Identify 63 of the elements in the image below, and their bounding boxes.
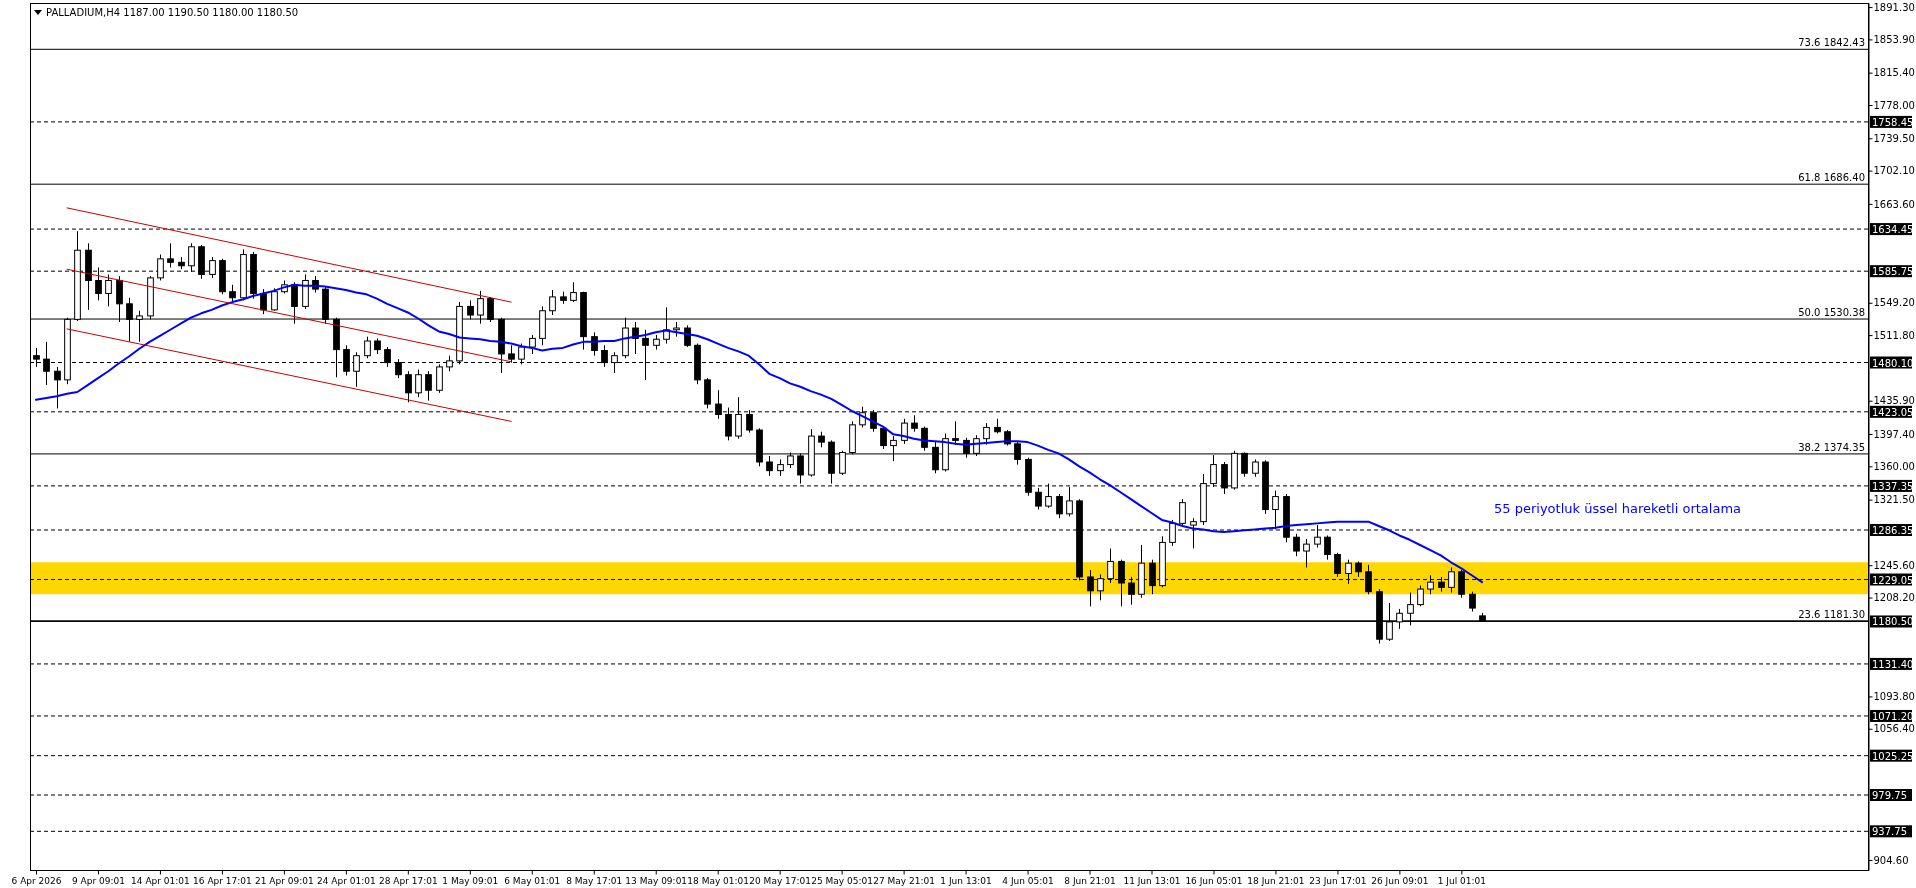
y-tick-label: 1853.90 — [1873, 34, 1915, 46]
ref-line-label: 1131.40 — [1872, 658, 1914, 670]
annotation: 23.6 1181.30 — [1798, 608, 1865, 620]
y-tick-label: 1245.60 — [1873, 559, 1915, 571]
y-tick-label: 1891.30 — [1873, 1, 1915, 13]
x-tick-label: 6 May 01:01 — [504, 875, 561, 886]
x-tick-label: 28 Apr 17:01 — [378, 875, 438, 886]
y-tick-label: 1739.50 — [1873, 132, 1915, 144]
y-tick-label: 1208.20 — [1873, 592, 1915, 604]
x-tick-label: 21 Apr 09:01 — [255, 875, 314, 886]
y-tick-label: 1397.40 — [1873, 428, 1915, 440]
x-tick-label: 23 Jun 17:01 — [1309, 875, 1367, 886]
x-tick-label: 4 Jun 05:01 — [1002, 875, 1054, 886]
annotation: 38.2 1374.35 — [1798, 441, 1865, 453]
ref-line-label: 1758.45 — [1872, 116, 1914, 128]
annotation: 50.0 1530.38 — [1798, 307, 1865, 319]
ref-line-label: 1071.20 — [1872, 710, 1914, 722]
ref-line-label: 1229.05 — [1872, 574, 1914, 586]
y-tick-label: 1321.50 — [1873, 494, 1915, 506]
x-tick-label: 27 May 21:01 — [873, 875, 935, 886]
ref-line-label: 1634.45 — [1872, 224, 1914, 236]
ref-line-label: 1286.35 — [1872, 524, 1914, 536]
x-tick-label: 26 Jun 09:01 — [1371, 875, 1429, 886]
x-tick-label: 1 Jun 13:01 — [940, 875, 992, 886]
x-tick-label: 16 Apr 17:01 — [193, 875, 252, 886]
x-tick-label: 25 May 05:01 — [811, 875, 873, 886]
x-tick-label: 13 May 09:01 — [625, 875, 688, 886]
ref-line-label: 937.75 — [1872, 826, 1907, 838]
x-tick-label: 20 May 17:01 — [749, 875, 812, 886]
chart-title: PALLADIUM,H4 1187.00 1190.50 1180.00 1180.50 — [46, 7, 299, 18]
ref-line-label: 1180.50 — [1872, 616, 1914, 628]
x-tick-label: 18 Jun 21:01 — [1247, 875, 1305, 886]
y-tick-label: 1663.60 — [1873, 198, 1915, 210]
annotation: 61.8 1686.40 — [1798, 172, 1865, 184]
ref-line-label: 1480.10 — [1872, 357, 1914, 369]
x-tick-label: 11 Jun 13:01 — [1123, 875, 1181, 886]
y-tick-label: 1549.20 — [1873, 297, 1915, 309]
ref-line-label: 1423.05 — [1872, 406, 1914, 418]
ref-line-label: 979.75 — [1872, 790, 1907, 802]
y-tick-label: 1056.40 — [1873, 723, 1915, 735]
ref-line-label: 1585.75 — [1872, 266, 1914, 278]
x-tick-label: 14 Apr 01:01 — [131, 875, 190, 886]
x-tick-label: 18 May 01:01 — [687, 875, 750, 886]
x-tick-label: 9 Apr 09:01 — [71, 875, 125, 886]
y-tick-label: 1815.40 — [1873, 67, 1915, 79]
x-tick-label: 16 Jun 05:01 — [1185, 875, 1243, 886]
y-tick-label: 904.60 — [1873, 854, 1909, 866]
x-tick-label: 1 Jul 01:01 — [1437, 875, 1486, 886]
y-tick-label: 1360.00 — [1873, 461, 1915, 473]
y-tick-label: 1702.10 — [1873, 165, 1915, 177]
text: 55 periyotluk üssel hareketli ortalama — [1494, 501, 1742, 517]
x-tick-label: 8 Jun 21:01 — [1064, 875, 1116, 886]
x-tick-label: 8 May 17:01 — [566, 875, 623, 886]
y-tick-label: 1435.90 — [1873, 395, 1915, 407]
y-tick-label: 1511.80 — [1873, 329, 1915, 341]
x-tick-label: 6 Apr 2026 — [11, 875, 62, 886]
x-tick-label: 24 Apr 01:01 — [317, 875, 376, 886]
annotation: 73.6 1842.43 — [1798, 37, 1865, 49]
ref-line-label: 1337.35 — [1872, 480, 1914, 492]
x-tick-label: 1 May 09:01 — [442, 875, 499, 886]
y-tick-label: 1778.00 — [1873, 99, 1915, 111]
ref-line-label: 1025.25 — [1872, 750, 1914, 762]
y-tick-label: 1093.80 — [1873, 691, 1915, 703]
